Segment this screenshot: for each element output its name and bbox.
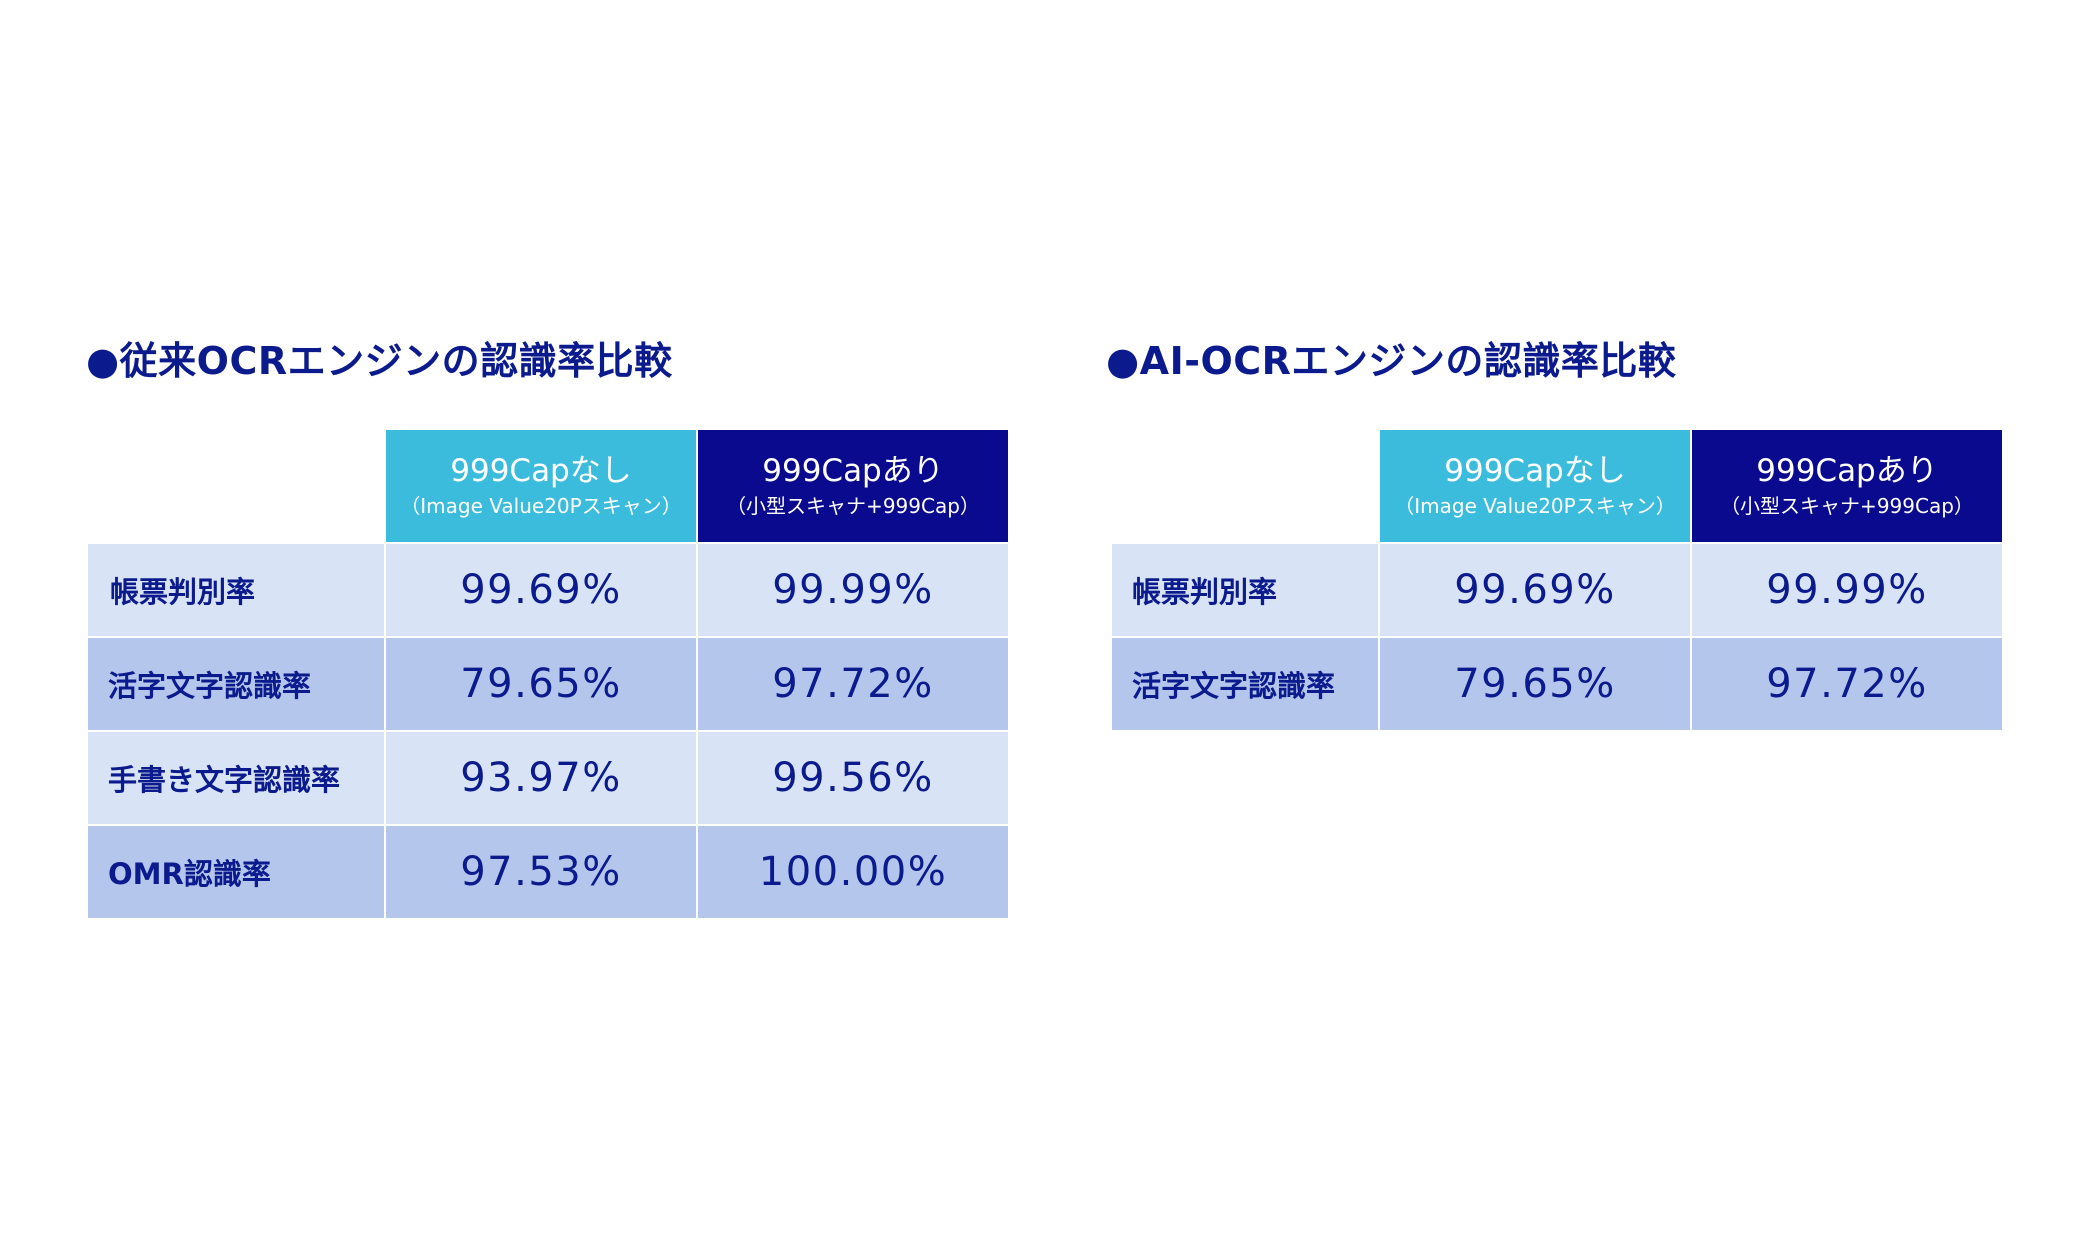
row-label: 手書き文字認識率 — [86, 730, 386, 826]
value-without-999cap: 79.65% — [1378, 636, 1692, 732]
header-with-999cap: 999Capあり （小型スキャナ+999Cap） — [1690, 428, 2004, 544]
row-label: 帳票判別率 — [1110, 542, 1380, 638]
header-main-label: 999Capあり — [1756, 453, 1938, 489]
header-empty-cell — [86, 428, 386, 544]
row-label: 活字文字認識率 — [1110, 636, 1380, 732]
header-main-label: 999Capなし — [1444, 453, 1626, 489]
header-main-label: 999Capなし — [450, 453, 632, 489]
left-comparison-table: 999Capなし （Image Value20Pスキャン） 999Capあり （… — [86, 428, 1010, 920]
header-sub-label: （Image Value20Pスキャン） — [1394, 494, 1676, 518]
value-with-999cap: 100.00% — [696, 824, 1010, 920]
header-sub-label: （小型スキャナ+999Cap） — [726, 494, 980, 518]
value-with-999cap: 97.72% — [696, 636, 1010, 732]
value-without-999cap: 99.69% — [384, 542, 698, 638]
header-sub-label: （Image Value20Pスキャン） — [400, 494, 682, 518]
value-without-999cap: 93.97% — [384, 730, 698, 826]
header-sub-label: （小型スキャナ+999Cap） — [1720, 494, 1974, 518]
value-with-999cap: 97.72% — [1690, 636, 2004, 732]
right-comparison-table: 999Capなし （Image Value20Pスキャン） 999Capあり （… — [1110, 428, 2004, 732]
table-row: 帳票判別率 99.69% 99.99% — [86, 542, 1010, 638]
table-row: 活字文字認識率 79.65% 97.72% — [1110, 636, 2004, 732]
header-empty-cell — [1110, 428, 1380, 544]
value-with-999cap: 99.56% — [696, 730, 1010, 826]
header-main-label: 999Capあり — [762, 453, 944, 489]
header-without-999cap: 999Capなし （Image Value20Pスキャン） — [384, 428, 698, 544]
header-with-999cap: 999Capあり （小型スキャナ+999Cap） — [696, 428, 1010, 544]
table-header-row: 999Capなし （Image Value20Pスキャン） 999Capあり （… — [1110, 428, 2004, 544]
table-row: 活字文字認識率 79.65% 97.72% — [86, 636, 1010, 732]
right-section-title: ●AI-OCRエンジンの認識率比較 — [1106, 339, 1677, 383]
row-label: OMR認識率 — [86, 824, 386, 920]
value-with-999cap: 99.99% — [1690, 542, 2004, 638]
value-with-999cap: 99.99% — [696, 542, 1010, 638]
row-label: 活字文字認識率 — [86, 636, 386, 732]
table-header-row: 999Capなし （Image Value20Pスキャン） 999Capあり （… — [86, 428, 1010, 544]
table-row: 帳票判別率 99.69% 99.99% — [1110, 542, 2004, 638]
table-row: 手書き文字認識率 93.97% 99.56% — [86, 730, 1010, 826]
value-without-999cap: 79.65% — [384, 636, 698, 732]
row-label: 帳票判別率 — [86, 542, 386, 638]
left-section-title: ●従来OCRエンジンの認識率比較 — [86, 339, 673, 383]
header-without-999cap: 999Capなし （Image Value20Pスキャン） — [1378, 428, 1692, 544]
table-row: OMR認識率 97.53% 100.00% — [86, 824, 1010, 920]
value-without-999cap: 99.69% — [1378, 542, 1692, 638]
value-without-999cap: 97.53% — [384, 824, 698, 920]
